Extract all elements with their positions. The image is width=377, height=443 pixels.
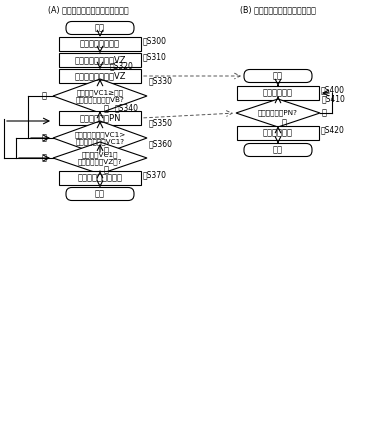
Text: ～S320: ～S320 [110, 62, 134, 70]
Text: ～S420: ～S420 [321, 125, 345, 135]
Polygon shape [53, 121, 147, 155]
Bar [237, 126, 319, 140]
Text: (B) 异常发生时用的升压驱动处理: (B) 异常发生时用的升压驱动处理 [240, 5, 316, 15]
Polygon shape [236, 99, 320, 127]
Text: ～S370: ～S370 [143, 171, 167, 179]
Text: 是: 是 [104, 105, 109, 113]
Text: 否: 否 [42, 92, 47, 101]
Text: ～S360: ～S360 [149, 140, 173, 148]
FancyBboxPatch shape [66, 22, 134, 35]
Text: ～S310: ～S310 [143, 53, 167, 62]
Text: 开始升压驱动: 开始升压驱动 [263, 89, 293, 97]
Bar [59, 69, 141, 83]
Polygon shape [53, 79, 147, 113]
FancyBboxPatch shape [66, 187, 134, 201]
Text: 否: 否 [42, 154, 47, 163]
Text: 将继电器切换为接通: 将继电器切换为接通 [78, 174, 123, 183]
Text: 否: 否 [322, 109, 327, 117]
FancyBboxPatch shape [244, 144, 312, 156]
Text: 结束: 结束 [95, 190, 105, 198]
Text: 停止升压驱动: 停止升压驱动 [263, 128, 293, 137]
Bar [59, 171, 141, 185]
Text: ～S300: ～S300 [143, 36, 167, 46]
Text: ～S410: ～S410 [322, 94, 346, 104]
FancyBboxPatch shape [244, 70, 312, 82]
Bar [59, 53, 141, 67]
Bar [59, 37, 141, 51]
Text: 充电电压VC1≥第一
蓄电池的输出电压VB?: 充电电压VC1≥第一 蓄电池的输出电压VB? [75, 89, 124, 103]
Bar [237, 86, 319, 100]
Text: ～S350: ～S350 [149, 118, 173, 128]
Text: ～S340: ～S340 [115, 104, 139, 113]
Text: 结束: 结束 [273, 145, 283, 155]
Text: 开始: 开始 [273, 71, 283, 81]
Text: 禁止继电器的切换: 禁止继电器的切换 [80, 39, 120, 48]
Text: 是: 是 [104, 147, 109, 155]
Text: 输出停止信号PN: 输出停止信号PN [79, 113, 121, 123]
Text: ～S400: ～S400 [321, 85, 345, 94]
Text: 是: 是 [282, 118, 287, 128]
Text: 是: 是 [104, 166, 109, 175]
Text: 输出目标电压范围VZ: 输出目标电压范围VZ [74, 71, 126, 81]
Text: 充电电压VC1为
目标电压范围VZ内?: 充电电压VC1为 目标电压范围VZ内? [78, 151, 122, 165]
Text: 上次的充电电压VC1>
最新的充电电压VC1?: 上次的充电电压VC1> 最新的充电电压VC1? [74, 131, 126, 145]
Text: 算出目标电压范围VZ: 算出目标电压范围VZ [74, 55, 126, 65]
Text: 否: 否 [42, 133, 47, 143]
Bar [59, 111, 141, 125]
Text: ～S330: ～S330 [149, 77, 173, 85]
Polygon shape [53, 142, 147, 174]
Text: 开始: 开始 [95, 23, 105, 32]
Text: 取得停止信号PN?: 取得停止信号PN? [258, 110, 298, 117]
Text: (A) 异常发生时用的预充电统括处理: (A) 异常发生时用的预充电统括处理 [48, 5, 128, 15]
